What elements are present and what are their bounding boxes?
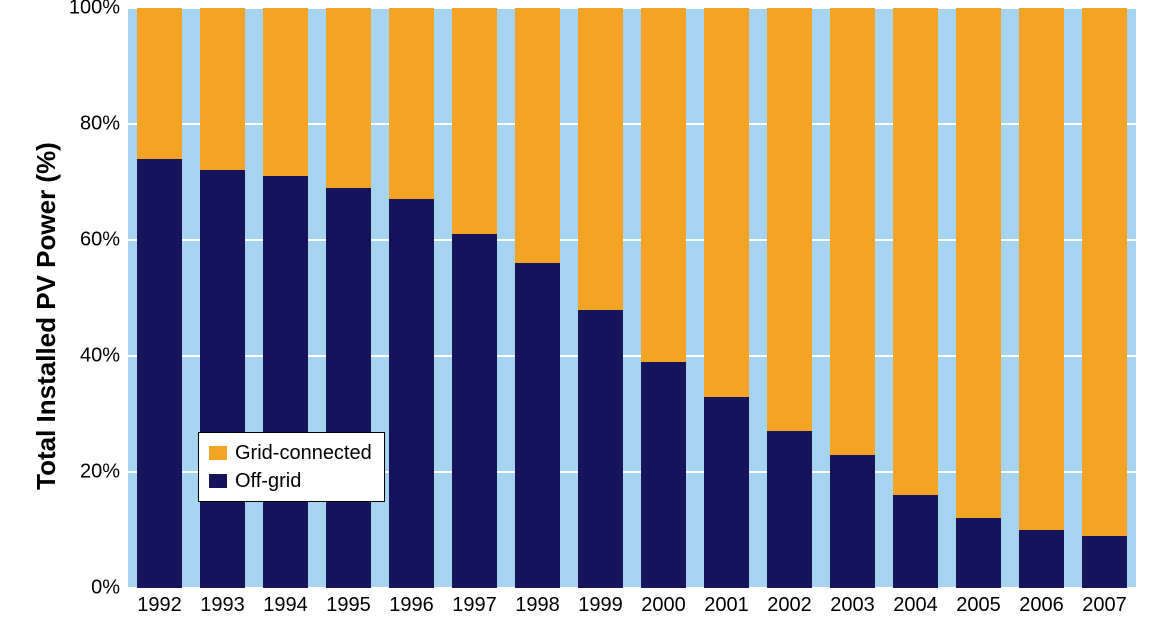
bar-segment-grid-connected: [578, 8, 623, 310]
y-tick-label: 80%: [50, 113, 120, 136]
bar-segment-off-grid: [641, 362, 686, 588]
x-tick-label: 1998: [515, 594, 560, 617]
bar-segment-off-grid: [137, 159, 182, 588]
bar-segment-grid-connected: [1019, 8, 1064, 530]
bar-segment-grid-connected: [830, 8, 875, 455]
y-tick-label: 20%: [50, 461, 120, 484]
bar: [137, 8, 182, 588]
bar-segment-off-grid: [578, 310, 623, 588]
bar: [389, 8, 434, 588]
bar-segment-off-grid: [767, 431, 812, 588]
bar-segment-off-grid: [326, 188, 371, 588]
x-tick-label: 2001: [704, 594, 749, 617]
bar-segment-grid-connected: [389, 8, 434, 199]
x-tick-label: 2005: [956, 594, 1001, 617]
bar: [578, 8, 623, 588]
bar: [1019, 8, 1064, 588]
legend-label: Grid-connected: [235, 439, 372, 467]
x-tick-label: 1999: [578, 594, 623, 617]
bar-segment-off-grid: [704, 397, 749, 588]
bar-segment-grid-connected: [326, 8, 371, 188]
bar-segment-off-grid: [956, 518, 1001, 588]
bar-segment-grid-connected: [137, 8, 182, 159]
x-tick-label: 2007: [1082, 594, 1127, 617]
x-tick-label: 2003: [830, 594, 875, 617]
x-tick-label: 1996: [389, 594, 434, 617]
x-tick-label: 1994: [263, 594, 308, 617]
legend: Grid-connectedOff-grid: [198, 432, 385, 502]
x-tick-label: 1992: [137, 594, 182, 617]
x-tick-label: 2006: [1019, 594, 1064, 617]
bar-segment-grid-connected: [1082, 8, 1127, 536]
x-tick-label: 2002: [767, 594, 812, 617]
legend-swatch: [209, 474, 227, 488]
bar: [830, 8, 875, 588]
bar-segment-off-grid: [200, 170, 245, 588]
bar-segment-off-grid: [263, 176, 308, 588]
bar: [641, 8, 686, 588]
bar: [1082, 8, 1127, 588]
legend-item: Grid-connected: [209, 439, 372, 467]
bar: [704, 8, 749, 588]
bar: [515, 8, 560, 588]
bar-segment-off-grid: [1082, 536, 1127, 588]
bar: [767, 8, 812, 588]
bar-segment-grid-connected: [200, 8, 245, 170]
bar-segment-off-grid: [515, 263, 560, 588]
bar-segment-grid-connected: [767, 8, 812, 431]
x-tick-label: 1995: [326, 594, 371, 617]
bar-segment-off-grid: [389, 199, 434, 588]
bar-segment-grid-connected: [515, 8, 560, 263]
legend-label: Off-grid: [235, 467, 301, 495]
bar: [893, 8, 938, 588]
bar-segment-off-grid: [452, 234, 497, 588]
bar-segment-grid-connected: [452, 8, 497, 234]
x-tick-label: 2000: [641, 594, 686, 617]
bar-segment-grid-connected: [263, 8, 308, 176]
bar-segment-off-grid: [893, 495, 938, 588]
bar-segment-grid-connected: [641, 8, 686, 362]
bar-segment-grid-connected: [956, 8, 1001, 518]
y-tick-label: 0%: [50, 577, 120, 600]
legend-item: Off-grid: [209, 467, 372, 495]
y-tick-label: 100%: [50, 0, 120, 20]
bar-segment-grid-connected: [893, 8, 938, 495]
bar-segment-off-grid: [830, 455, 875, 588]
bar: [452, 8, 497, 588]
pv-power-stacked-bar-chart: Total Installed PV Power (%) 0%20%40%60%…: [0, 0, 1153, 632]
bar-segment-off-grid: [1019, 530, 1064, 588]
bar: [956, 8, 1001, 588]
x-tick-label: 2004: [893, 594, 938, 617]
bar-segment-grid-connected: [704, 8, 749, 397]
legend-swatch: [209, 446, 227, 460]
x-tick-label: 1997: [452, 594, 497, 617]
y-tick-label: 40%: [50, 345, 120, 368]
x-tick-label: 1993: [200, 594, 245, 617]
y-tick-label: 60%: [50, 229, 120, 252]
